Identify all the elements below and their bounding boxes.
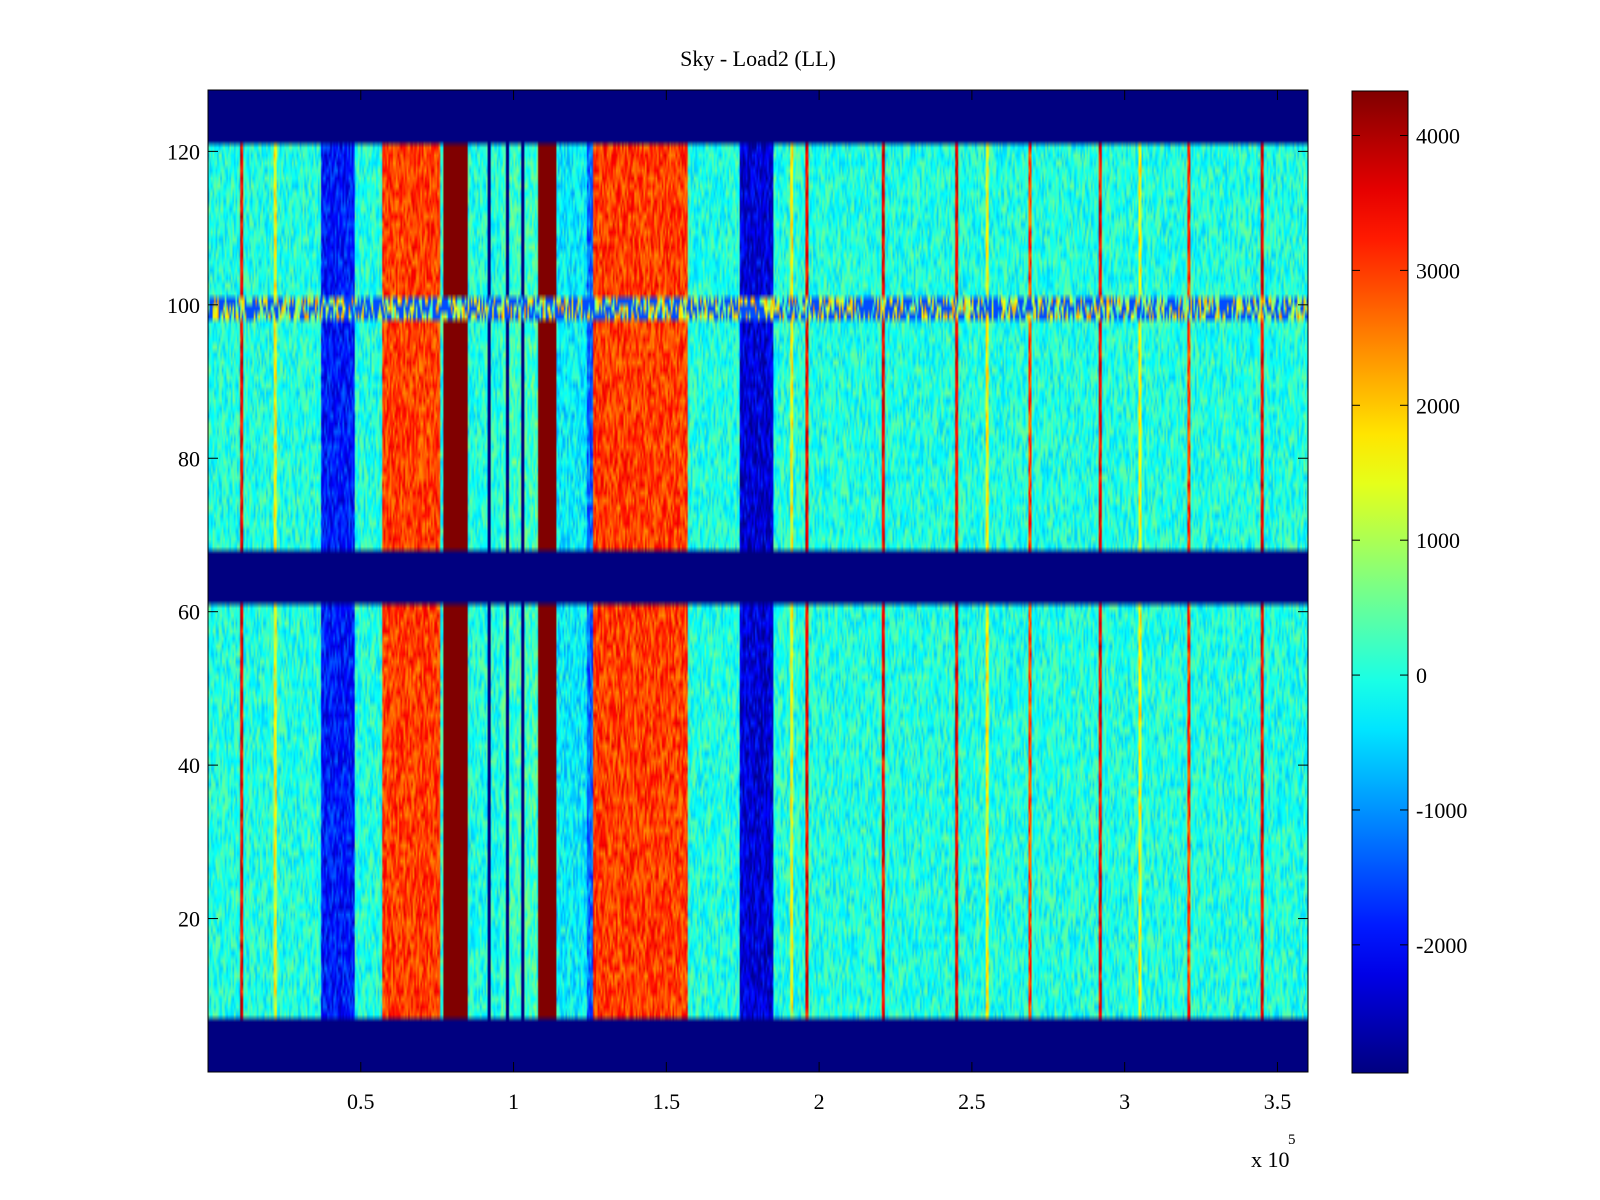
- x-tick-label: 3.5: [1264, 1089, 1292, 1114]
- x-tick-label: 2: [814, 1089, 825, 1114]
- x-tick-label: 1: [508, 1089, 519, 1114]
- y-tick-label: 100: [167, 293, 200, 318]
- colorbar-scale: [1351, 90, 1409, 1074]
- x-exponent-value: 5: [1288, 1132, 1296, 1148]
- colorbar-tick-label: 2000: [1416, 393, 1460, 418]
- colorbar-tick-label: 4000: [1416, 124, 1460, 149]
- y-axis: 20 40 60 80 100 120: [167, 139, 1308, 932]
- colorbar: -2000 -1000 0 1000 2000 3000 4000: [1351, 90, 1467, 1074]
- y-tick-label: 40: [178, 753, 200, 778]
- x-exponent-label: x 10: [1251, 1147, 1290, 1172]
- x-tick-label: 1.5: [653, 1089, 681, 1114]
- x-tick-label: 2.5: [958, 1089, 986, 1114]
- colorbar-tick-label: 0: [1416, 663, 1427, 688]
- x-tick-label: 0.5: [347, 1089, 375, 1114]
- y-tick-label: 60: [178, 600, 200, 625]
- colorbar-ticks: -2000 -1000 0 1000 2000 3000 4000: [1352, 124, 1467, 958]
- y-tick-label: 80: [178, 446, 200, 471]
- y-tick-label: 20: [178, 907, 200, 932]
- y-tick-label: 120: [167, 139, 200, 164]
- colorbar-tick-label: -1000: [1416, 798, 1467, 823]
- colorbar-tick-label: 1000: [1416, 528, 1460, 553]
- x-axis: 0.5 1 1.5 2 2.5 3 3.5: [347, 90, 1291, 1114]
- plot-frame: [207, 89, 1309, 1073]
- chart-title: Sky - Load2 (LL): [680, 46, 836, 71]
- colorbar-tick-label: -2000: [1416, 933, 1467, 958]
- x-tick-label: 3: [1119, 1089, 1130, 1114]
- colorbar-tick-label: 3000: [1416, 258, 1460, 283]
- heatmap-image: [208, 90, 1308, 1072]
